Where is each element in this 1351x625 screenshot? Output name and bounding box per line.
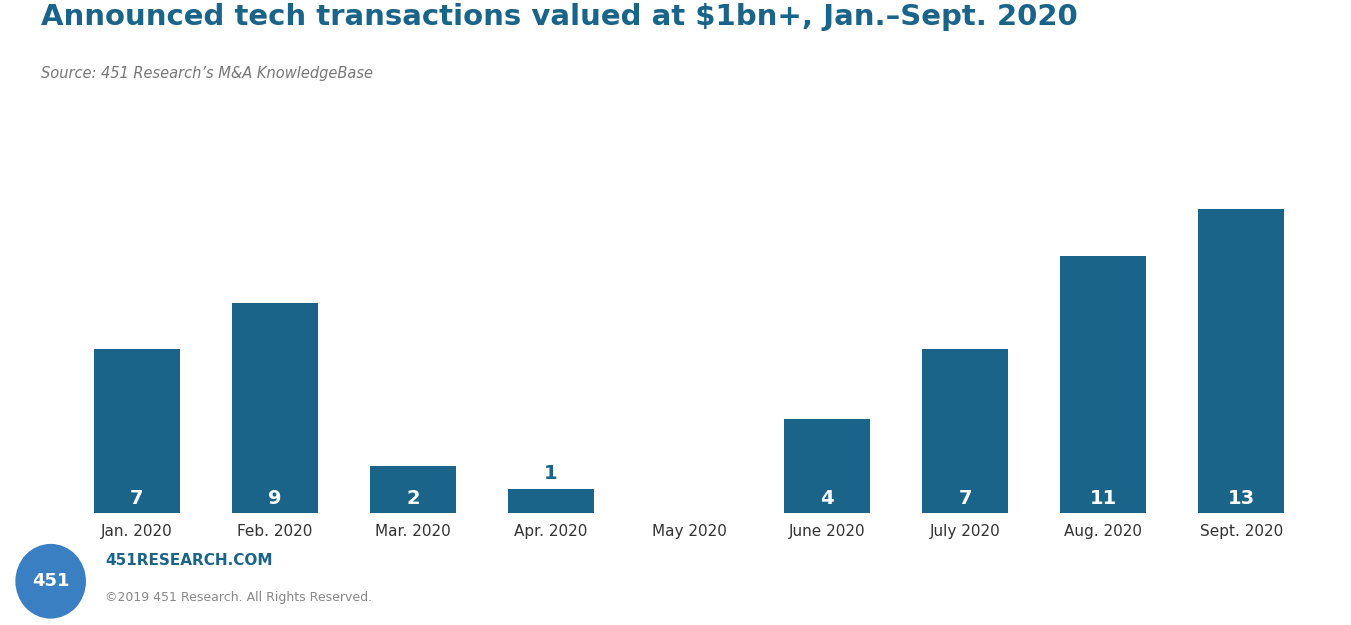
- Text: 7: 7: [130, 489, 143, 508]
- Text: 9: 9: [267, 489, 281, 508]
- Bar: [95, 349, 180, 512]
- Text: 451: 451: [32, 572, 69, 590]
- Bar: [370, 466, 455, 512]
- Text: 11: 11: [1089, 489, 1117, 508]
- Text: 4: 4: [820, 489, 834, 508]
- Bar: [508, 489, 594, 512]
- Text: 1: 1: [544, 464, 558, 483]
- Text: 2: 2: [407, 489, 420, 508]
- Text: 451RESEARCH.COM: 451RESEARCH.COM: [105, 553, 273, 568]
- Bar: [1198, 209, 1283, 512]
- Text: Announced tech transactions valued at $1bn+, Jan.–Sept. 2020: Announced tech transactions valued at $1…: [41, 3, 1077, 31]
- Text: 7: 7: [958, 489, 971, 508]
- Text: 13: 13: [1228, 489, 1255, 508]
- Text: ©2019 451 Research. All Rights Reserved.: ©2019 451 Research. All Rights Reserved.: [105, 591, 373, 604]
- Ellipse shape: [15, 544, 86, 619]
- Bar: [923, 349, 1008, 512]
- Bar: [1061, 256, 1146, 512]
- Bar: [785, 419, 870, 512]
- Text: Source: 451 Research’s M&A KnowledgeBase: Source: 451 Research’s M&A KnowledgeBase: [41, 66, 373, 81]
- Bar: [232, 302, 317, 512]
